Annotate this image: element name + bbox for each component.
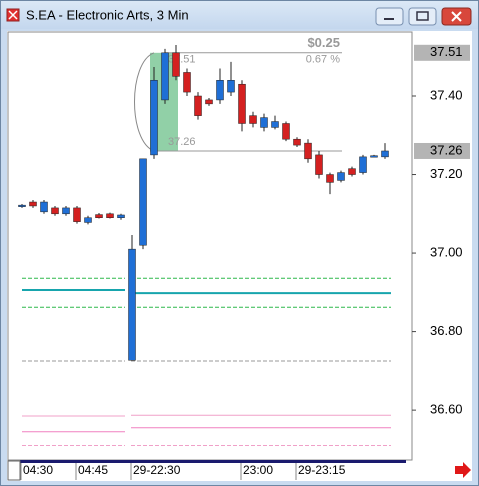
- maximize-button[interactable]: [408, 7, 437, 26]
- candle-body: [260, 117, 268, 128]
- scroll-right-arrow[interactable]: [455, 462, 471, 478]
- candle-body: [194, 95, 202, 116]
- x-tick-label: 23:00: [243, 463, 273, 477]
- candle-body: [381, 150, 389, 158]
- x-tick-label: 29-23:15: [298, 463, 346, 477]
- candle-body: [271, 121, 279, 128]
- candle-body: [62, 207, 70, 215]
- candle-body: [40, 201, 48, 213]
- close-button[interactable]: [441, 7, 472, 26]
- candle-body: [84, 217, 92, 223]
- x-tick-label: 04:45: [78, 463, 108, 477]
- plot-frame: [7, 31, 413, 461]
- candle-body: [150, 80, 158, 156]
- price-marker-label: 37.26: [430, 142, 463, 157]
- measure-change: $0.25: [307, 35, 340, 50]
- candle-body: [161, 52, 169, 101]
- candle-body: [117, 214, 125, 218]
- candle-body: [249, 115, 257, 124]
- measure-high-label: 37.51: [168, 54, 196, 66]
- window-title: S.EA - Electronic Arts, 3 Min: [26, 7, 189, 22]
- candle-body: [205, 99, 213, 105]
- candle-body: [238, 83, 246, 124]
- candle-body: [51, 207, 59, 215]
- y-tick-label: 36.80: [430, 323, 463, 338]
- minimize-button[interactable]: [375, 7, 404, 26]
- price-marker: [414, 44, 470, 61]
- candle-body: [73, 207, 81, 222]
- candle-body: [348, 168, 356, 175]
- y-tick-label: 37.40: [430, 87, 463, 102]
- candle-body: [370, 155, 378, 158]
- measure-percent: 0.67 %: [306, 54, 340, 66]
- x-tick-label: 04:30: [23, 463, 53, 477]
- price-marker-label: 37.51: [430, 44, 463, 59]
- y-tick-label: 37.20: [430, 166, 463, 181]
- candle-body: [95, 214, 103, 218]
- candle-body: [315, 154, 323, 175]
- candle-body: [304, 142, 312, 160]
- candle-body: [18, 204, 26, 207]
- y-tick-label: 37.00: [430, 245, 463, 260]
- candle-body: [29, 201, 37, 207]
- price-marker: [414, 142, 470, 159]
- candle-body: [216, 80, 224, 101]
- candle-body: [172, 52, 180, 77]
- y-tick-label: 36.60: [430, 402, 463, 417]
- measure-low-label: 37.26: [168, 136, 196, 148]
- candle-body: [359, 156, 367, 173]
- time-axis-bar: [20, 460, 406, 463]
- candle-body: [106, 213, 114, 218]
- candle-body: [227, 80, 235, 93]
- candle-body: [139, 158, 147, 246]
- candle-body: [337, 172, 345, 181]
- candle-body: [326, 174, 334, 183]
- measure-bracket: [134, 52, 155, 152]
- candle-body: [282, 123, 290, 140]
- app-icon-mark: [8, 10, 18, 20]
- scroll-box[interactable]: [7, 460, 21, 481]
- x-tick-label: 29-22:30: [133, 463, 181, 477]
- candle-body: [183, 72, 191, 93]
- candle-body: [128, 248, 136, 361]
- candle-body: [293, 138, 301, 146]
